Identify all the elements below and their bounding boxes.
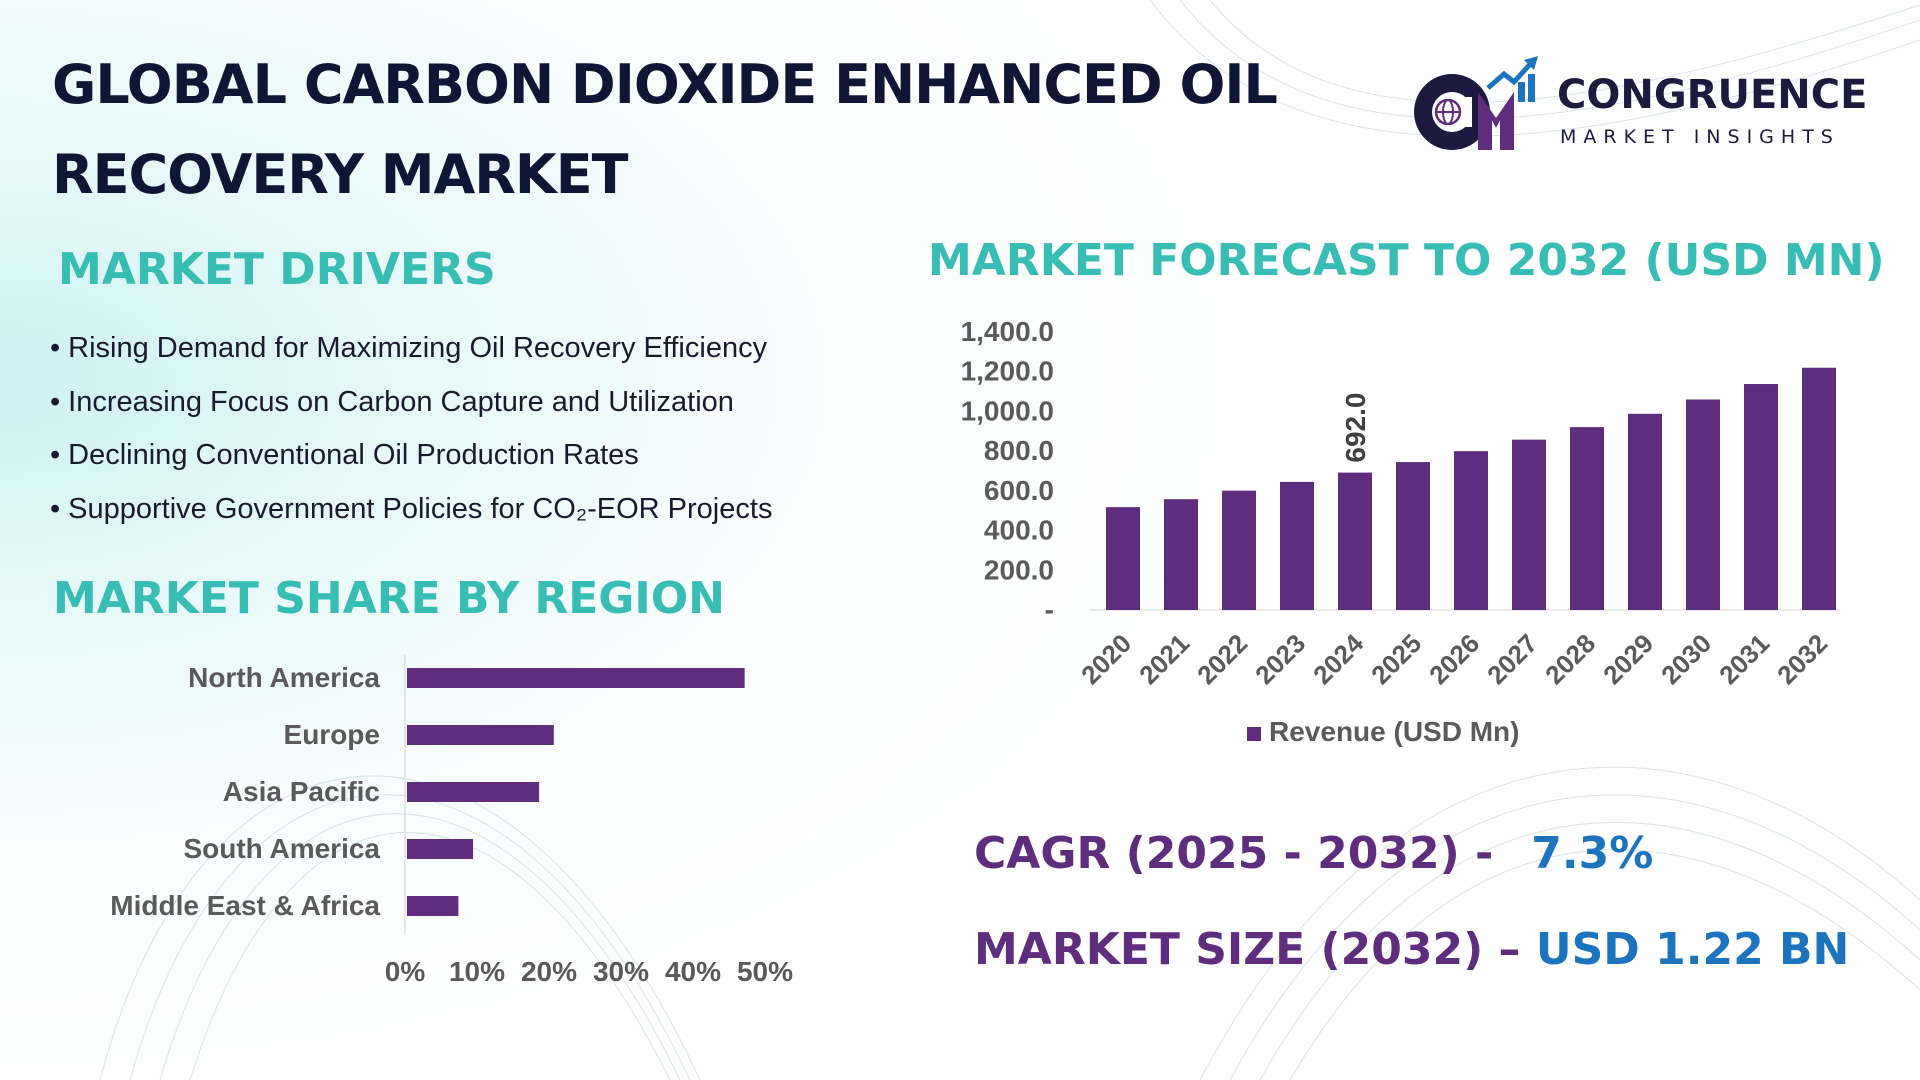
- forecast-bar: [1628, 413, 1662, 610]
- legend-label: Revenue (USD Mn): [1269, 716, 1519, 747]
- region-x-tick: 0%: [385, 956, 426, 987]
- forecast-x-tick: 2024: [1307, 628, 1369, 690]
- region-bar: [407, 896, 459, 916]
- driver-item: • Increasing Focus on Carbon Capture and …: [50, 376, 772, 430]
- forecast-x-tick: 2027: [1481, 628, 1543, 690]
- forecast-x-tick: 2022: [1191, 628, 1253, 690]
- forecast-y-tick: 1,400.0: [961, 316, 1054, 347]
- page-title-line-2: RECOVERY MARKET: [52, 143, 628, 206]
- forecast-legend: Revenue (USD Mn): [1247, 716, 1519, 747]
- region-category-label: Europe: [284, 719, 380, 750]
- forecast-y-tick: 200.0: [984, 554, 1054, 585]
- region-share-chart: North America Europe Asia Pacific South Ame…: [110, 655, 793, 987]
- logo-mark-icon: [1414, 56, 1538, 150]
- forecast-x-tick: 2025: [1365, 628, 1427, 690]
- market-size-stat: MARKET SIZE (2032) – USD 1.22 BN: [974, 924, 1849, 975]
- market-size-label: MARKET SIZE (2032) –: [974, 924, 1521, 975]
- forecast-x-tick: 2028: [1539, 628, 1601, 690]
- region-category-label: Asia Pacific: [223, 776, 380, 807]
- forecast-chart: - 200.0 400.0 600.0 800.0 1,000.0 1,200.0 1,400…: [961, 316, 1840, 747]
- forecast-y-tick: 400.0: [984, 515, 1054, 546]
- region-x-tick: 10%: [449, 956, 505, 987]
- region-x-tick: 40%: [665, 956, 721, 987]
- forecast-bar: [1802, 367, 1836, 610]
- region-bar: [407, 839, 474, 859]
- region-category-label: South America: [183, 833, 380, 864]
- legend-swatch: [1247, 727, 1261, 741]
- drivers-heading: MARKET DRIVERS: [58, 244, 496, 295]
- globe-icon: [1434, 98, 1462, 126]
- driver-text: Declining Conventional Oil Production Ra…: [68, 439, 639, 471]
- bullet-icon: •: [50, 332, 61, 364]
- cagr-label: CAGR (2025 - 2032) -: [974, 828, 1494, 879]
- forecast-y-tick: 1,000.0: [961, 395, 1054, 426]
- forecast-data-label: 692.0: [1340, 393, 1371, 463]
- forecast-y-tick: 600.0: [984, 475, 1054, 506]
- forecast-x-tick: 2029: [1597, 628, 1659, 690]
- driver-item: • Declining Conventional Oil Production R…: [50, 429, 772, 483]
- forecast-x-tick: 2032: [1771, 628, 1833, 690]
- forecast-bar: [1106, 507, 1140, 610]
- forecast-heading: MARKET FORECAST TO 2032 (USD MN): [928, 235, 1885, 286]
- forecast-bar: [1570, 427, 1604, 610]
- forecast-bar: [1396, 462, 1430, 610]
- forecast-bar: [1164, 499, 1198, 610]
- region-x-tick: 20%: [521, 956, 577, 987]
- region-category-label: Middle East & Africa: [110, 890, 380, 921]
- market-size-value: USD 1.22 BN: [1535, 924, 1850, 975]
- forecast-bar: [1280, 481, 1314, 610]
- forecast-bar: [1338, 472, 1372, 610]
- forecast-x-tick: 2031: [1713, 628, 1775, 690]
- region-bar: [407, 725, 554, 745]
- forecast-y-tick: 1,200.0: [961, 356, 1054, 387]
- page-title: GLOBAL CARBON DIOXIDE ENHANCED OIL RECOV…: [52, 40, 1382, 220]
- bullet-icon: •: [50, 385, 61, 418]
- driver-text: Rising Demand for Maximizing Oil Recover…: [68, 332, 768, 364]
- driver-item: • Rising Demand for Maximizing Oil Recove…: [50, 322, 772, 376]
- logo-subtitle: MARKET INSIGHTS: [1560, 126, 1840, 148]
- driver-text: Increasing Focus on Carbon Capture and U…: [68, 385, 734, 418]
- forecast-bar: [1454, 451, 1488, 610]
- forecast-x-tick: 2020: [1075, 628, 1137, 690]
- forecast-bar: [1222, 490, 1256, 610]
- bullet-icon: •: [50, 439, 61, 471]
- forecast-x-tick: 2030: [1655, 628, 1717, 690]
- page-title-line-1: GLOBAL CARBON DIOXIDE ENHANCED OIL: [52, 53, 1278, 116]
- cagr-stat: CAGR (2025 - 2032) - 7.3%: [974, 828, 1653, 879]
- bullet-icon: •: [50, 492, 61, 525]
- logo-name: CONGRUENCE: [1557, 72, 1868, 118]
- forecast-y-tick: 800.0: [984, 435, 1054, 466]
- cagr-value: 7.3%: [1531, 828, 1654, 879]
- region-x-tick: 30%: [593, 956, 649, 987]
- forecast-bar: [1686, 399, 1720, 610]
- forecast-y-tick: -: [1045, 594, 1054, 625]
- region-heading: MARKET SHARE BY REGION: [53, 573, 725, 624]
- region-bar: [407, 782, 540, 802]
- forecast-x-tick: 2026: [1423, 628, 1485, 690]
- forecast-bar: [1744, 384, 1778, 610]
- brand-logo: CONGRUENCE MARKET INSIGHTS: [1400, 52, 1900, 162]
- region-x-tick: 50%: [737, 956, 793, 987]
- region-category-label: North America: [188, 662, 380, 693]
- driver-text: Supportive Government Policies for CO₂-E…: [68, 492, 773, 525]
- driver-item: • Supportive Government Policies for CO₂-…: [50, 483, 772, 537]
- forecast-x-tick: 2023: [1249, 628, 1311, 690]
- drivers-list: • Rising Demand for Maximizing Oil Recove…: [50, 322, 772, 536]
- region-bar: [407, 668, 745, 688]
- forecast-x-tick: 2021: [1133, 628, 1195, 690]
- forecast-bar: [1512, 439, 1546, 610]
